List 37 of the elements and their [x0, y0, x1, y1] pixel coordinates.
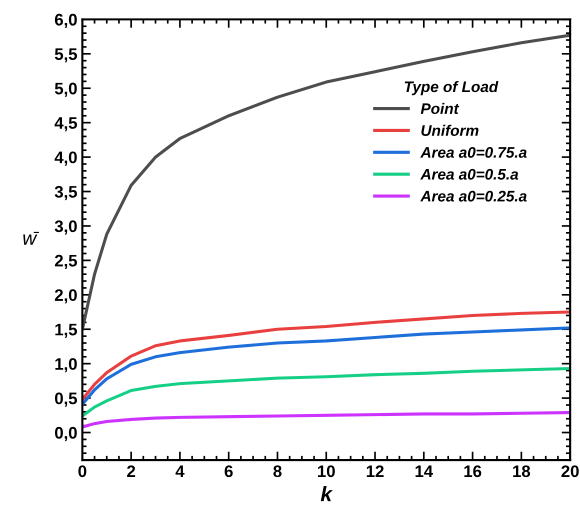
y-tick-label: 5,5 [54, 48, 78, 62]
legend-label: Area a0=0.25.a [420, 190, 527, 202]
y-tick-label: 0,0 [54, 426, 77, 442]
x-tick-label: 4 [176, 466, 184, 478]
y-tick-label: 3,5 [54, 186, 78, 200]
x-tick-label: 6 [224, 465, 233, 478]
line-series [82, 310, 570, 402]
x-tick-label: 16 [464, 465, 482, 478]
y-tick-label: 1,5 [55, 324, 78, 338]
x-tick-label: 8 [273, 465, 282, 478]
y-tick-label: 2,0 [54, 289, 77, 304]
x-tick-label: 10 [318, 465, 335, 478]
x-tick-label: 14 [416, 466, 433, 478]
x-tick-label: 20 [561, 465, 579, 478]
legend-label: Point [420, 102, 460, 114]
legend-label: Uniform [421, 124, 478, 136]
y-tick-label: 0,5 [54, 392, 78, 407]
y-tick-label: 4,5 [54, 117, 78, 132]
line-series [82, 326, 570, 406]
x-tick-label: 12 [366, 465, 384, 478]
legend-title: Type of Load [404, 80, 498, 96]
x-tick-label: 2 [127, 465, 136, 478]
y-tick-label: 3,0 [54, 220, 77, 235]
y-tick-label: 5,0 [54, 82, 77, 97]
y-axis-title: w̄ [23, 232, 40, 245]
y-tick-label: 1,0 [55, 358, 77, 372]
x-tick-label: 0 [78, 465, 86, 478]
y-tick-label: 6,0 [54, 14, 77, 28]
x-axis-title: k [320, 486, 333, 502]
y-tick-label: 4,0 [54, 152, 77, 166]
line-series [82, 34, 570, 331]
x-tick-label: 18 [513, 465, 530, 478]
legend-label: Area a0=0.75.a [420, 147, 527, 158]
legend-label: Area a0=0.5.a [420, 168, 518, 180]
y-tick-label: 2,5 [54, 254, 78, 270]
line-series [82, 366, 570, 418]
line-series [82, 411, 570, 429]
